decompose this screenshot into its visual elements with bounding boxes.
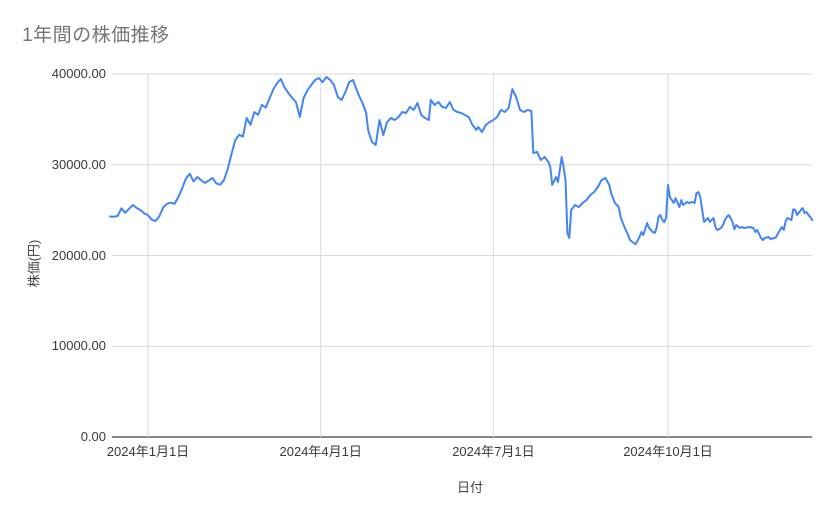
x-tick-label: 2024年1月1日	[106, 444, 190, 459]
y-tick-label: 30000.00	[51, 156, 106, 172]
y-tick-label: 20000.00	[51, 247, 106, 263]
y-tick-label: 40000.00	[51, 66, 106, 81]
x-axis-title: 日付	[456, 480, 483, 495]
x-tick-label: 2024年4月1日	[279, 444, 362, 459]
chart-title: 1年間の株価推移	[22, 25, 170, 46]
y-tick-label: 0.00	[80, 429, 106, 444]
x-tick-label: 2024年10月1日	[623, 444, 713, 459]
y-tick-label: 10000.00	[51, 338, 106, 354]
y-axis-title: 株価(円)	[26, 239, 42, 288]
x-tick-label: 2024年7月1日	[452, 444, 535, 459]
